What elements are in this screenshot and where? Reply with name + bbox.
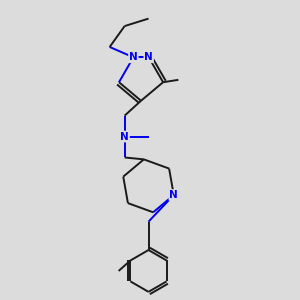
Text: N: N <box>129 52 138 62</box>
Text: N: N <box>169 190 178 200</box>
Text: N: N <box>144 52 153 62</box>
Text: N: N <box>120 132 129 142</box>
